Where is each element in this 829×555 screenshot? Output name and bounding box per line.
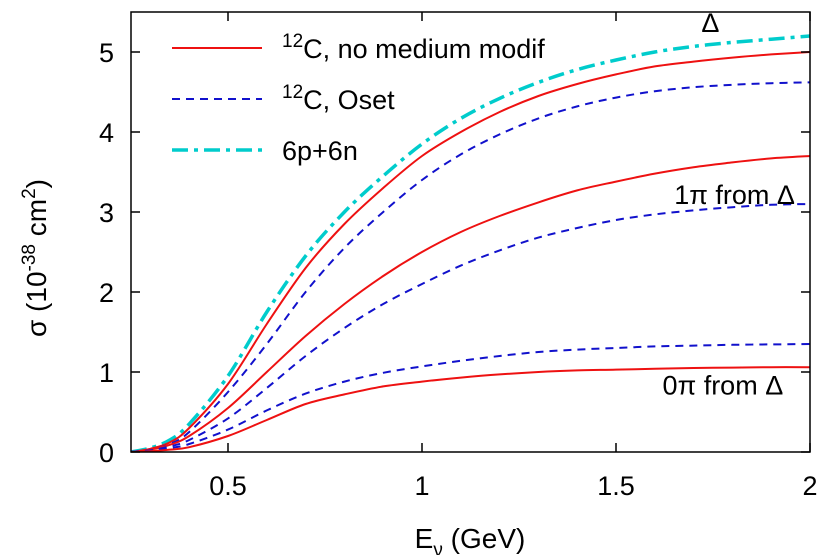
- series-line-2: [131, 51, 810, 452]
- legend-entry-sup: 12: [282, 31, 303, 52]
- x-axis-label-rest: (GeV): [443, 523, 525, 554]
- y-axis-label-end: ): [21, 179, 52, 188]
- y-tick-label: 3: [99, 198, 114, 228]
- y-axis-label-main: σ (10: [21, 271, 52, 337]
- legend-entry-sup: 12: [282, 82, 303, 103]
- x-tick-label: 1.5: [597, 471, 635, 501]
- curve-annotation: Δ: [701, 8, 719, 38]
- y-axis-label-mid: cm: [21, 199, 52, 244]
- legend-entry-text: C, no medium modif: [303, 34, 545, 64]
- legend-entry-label: 12C, Oset: [282, 82, 395, 115]
- x-tick-label: 2: [802, 471, 817, 501]
- legend-entry-text: 6p+6n: [282, 136, 358, 166]
- y-axis-label: σ (10-38 cm2): [19, 179, 52, 337]
- y-axis-label-exp2: 2: [19, 188, 40, 199]
- series-line-1: [131, 34, 810, 452]
- y-tick-label: 5: [99, 38, 114, 68]
- legend-entry-label: 6p+6n: [282, 136, 358, 166]
- x-axis-label-sub: ν: [433, 540, 443, 555]
- curve-annotation: 0π from Δ: [663, 370, 784, 400]
- x-axis-label: Eν (GeV): [415, 523, 526, 555]
- curves: [131, 34, 810, 452]
- y-tick-label: 0: [99, 438, 114, 468]
- series-line-6: [131, 343, 810, 452]
- series-line-5: [131, 203, 810, 452]
- x-tick-label: 1: [414, 471, 429, 501]
- curve-annotation: 1π from Δ: [674, 180, 795, 210]
- legend-entry-label: 12C, no medium modif: [282, 31, 545, 64]
- y-tick-label: 4: [99, 118, 114, 148]
- series-line-7: [131, 366, 810, 452]
- annotations: Δ 1π from Δ 0π from Δ: [663, 8, 795, 400]
- legend-entry-text: C, Oset: [303, 85, 395, 115]
- y-axis-label-exp1: -38: [19, 244, 40, 271]
- y-tick-label: 2: [99, 278, 114, 308]
- ticks: [131, 12, 811, 453]
- series-line-3: [131, 81, 810, 452]
- x-axis-label-main: E: [415, 523, 434, 554]
- plot-frame: [130, 11, 811, 453]
- series-line-4: [131, 155, 810, 452]
- x-tick-label: 0.5: [209, 471, 247, 501]
- y-tick-label: 1: [99, 358, 114, 388]
